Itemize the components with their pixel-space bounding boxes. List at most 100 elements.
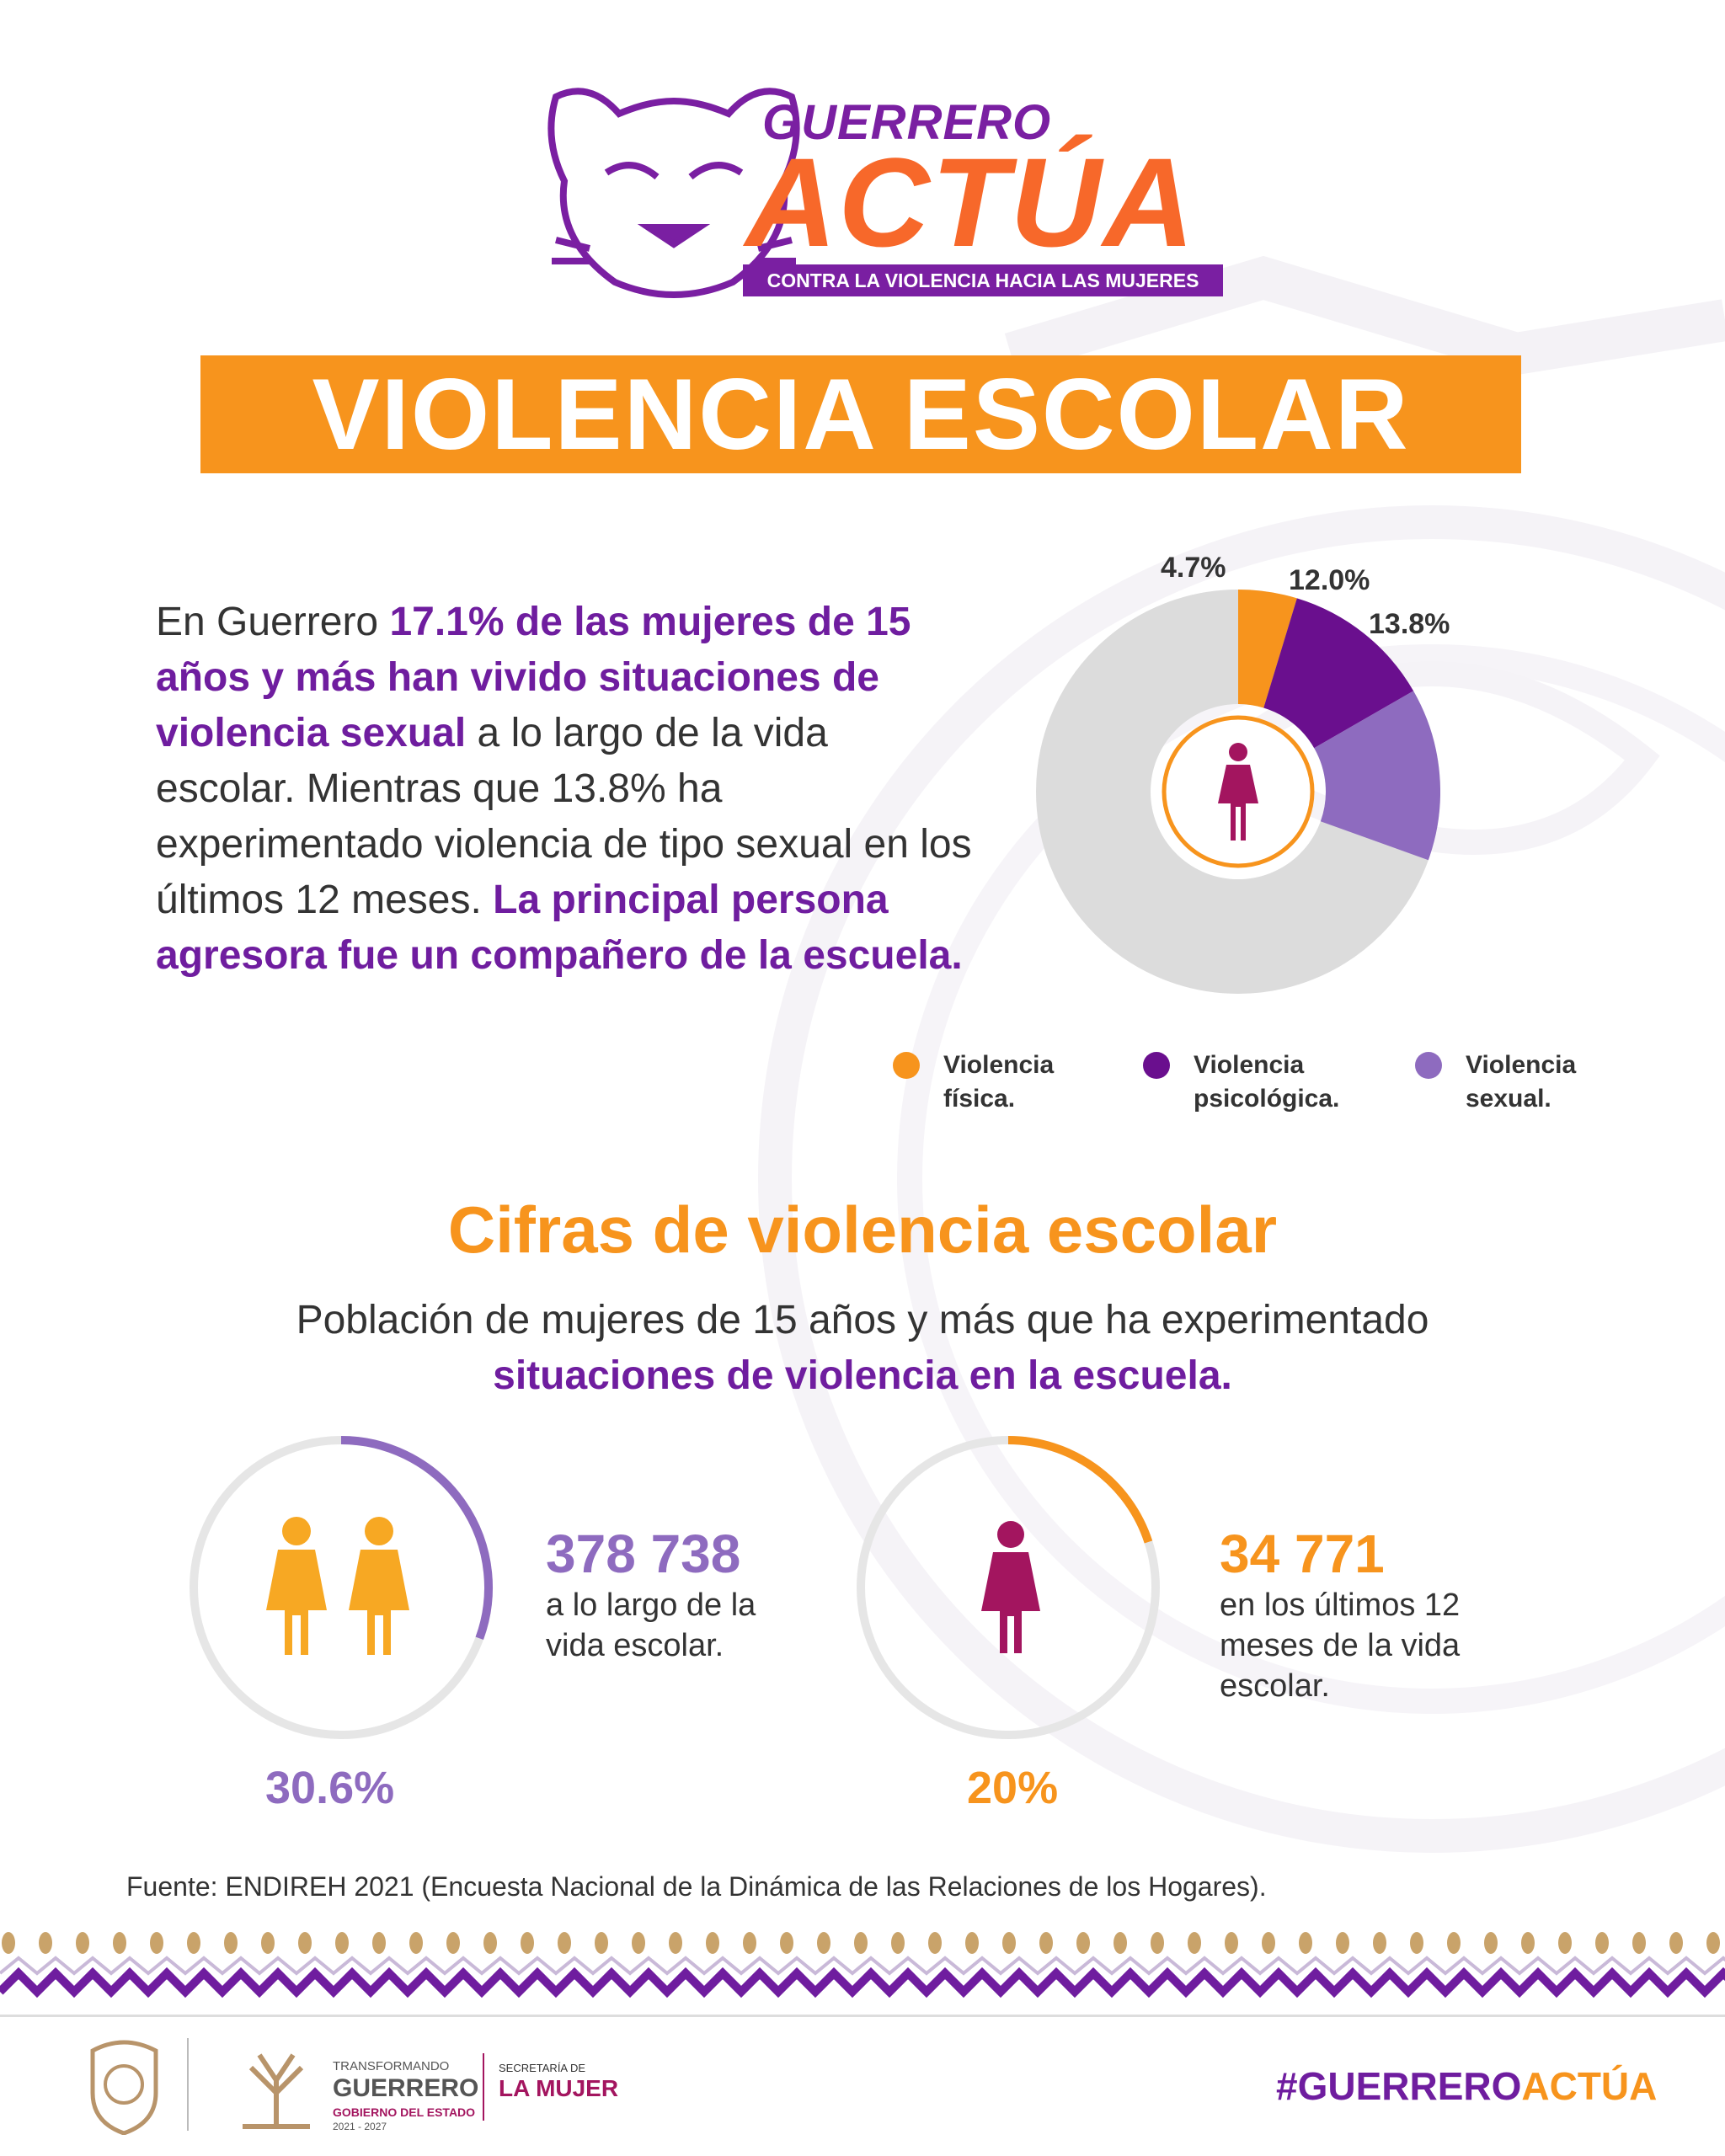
slice-label-psicologica: 12.0% [1289, 564, 1370, 596]
pattern-seed [1521, 1932, 1535, 1954]
intro-text-1: En Guerrero [156, 600, 390, 644]
pattern-seed [854, 1932, 868, 1954]
tree-logo [243, 2053, 310, 2129]
pattern-seed [1151, 1932, 1164, 1954]
donut-center-ring [1162, 715, 1315, 868]
jaguar-logo [547, 88, 800, 298]
intro-highlight-2: La principal persona agresora fue un com… [156, 878, 963, 978]
hashtag-part-2: ACTÚA [1521, 2064, 1658, 2108]
pattern-seed [261, 1932, 275, 1954]
lifetime-percentage: 30.6% [265, 1763, 395, 1813]
intro-text-2: a lo largo de la vida escolar. Mientras … [156, 711, 972, 922]
pattern-seed [1336, 1932, 1349, 1954]
pattern-seed [187, 1932, 200, 1954]
pattern-seed [1410, 1932, 1423, 1954]
pattern-seed [743, 1932, 756, 1954]
last-year-description-line-1: en los últimos 12 [1220, 1588, 1461, 1623]
violence-type-donut-chart [1036, 590, 1440, 994]
donut-slice-1 [1262, 598, 1414, 750]
lifetime-description: a lo largo de la vida escolar. [546, 1585, 756, 1666]
pattern-seed [224, 1932, 238, 1954]
pattern-seed [409, 1932, 423, 1954]
pattern-seed [595, 1932, 608, 1954]
pattern-seed [1188, 1932, 1201, 1954]
pattern-seed [1076, 1932, 1090, 1954]
section-subtitle-line-1: Población de mujeres de 15 años y más qu… [296, 1298, 1429, 1342]
pattern-seed [1706, 1932, 1720, 1954]
secretaria-main-text: LA MUJER [499, 2075, 619, 2101]
pattern-seed [558, 1932, 571, 1954]
pattern-seed [483, 1932, 497, 1954]
pattern-seed [632, 1932, 645, 1954]
section-subtitle-line-2: situaciones de violencia en la escuela. [493, 1353, 1232, 1398]
pattern-seed [372, 1932, 386, 1954]
last-year-percentage: 20% [967, 1763, 1059, 1813]
last-year-count: 34 771 [1220, 1524, 1385, 1584]
brand-main-text: ACTÚA [745, 131, 1196, 273]
gov-sub-text: GOBIERNO DEL ESTADO [333, 2105, 476, 2119]
pattern-seed [1669, 1932, 1683, 1954]
legend-item-sexual: Violencia sexual. [1415, 1049, 1576, 1116]
pattern-seed [150, 1932, 163, 1954]
legend-item-psicologica: Violencia psicológica. [1143, 1049, 1339, 1116]
footer-separator-2 [483, 2053, 484, 2121]
pattern-seed [521, 1932, 534, 1954]
pattern-seed [113, 1932, 126, 1954]
slice-label-fisica: 4.7% [1161, 552, 1226, 584]
lifetime-description-line-2: vida escolar. [546, 1628, 724, 1663]
gov-years-text: 2021 - 2027 [333, 2121, 387, 2132]
pattern-seed [39, 1932, 52, 1954]
gov-main-text: GUERRERO [333, 2074, 479, 2102]
pattern-seed [817, 1932, 830, 1954]
lifetime-description-line-1: a lo largo de la [546, 1588, 756, 1623]
section-subtitle: Población de mujeres de 15 años y más qu… [168, 1293, 1557, 1404]
pattern-seed [1002, 1932, 1016, 1954]
pattern-seed [891, 1932, 905, 1954]
pattern-seed [1225, 1932, 1238, 1954]
woman-icon [1218, 743, 1258, 841]
section-title: Cifras de violencia escolar [447, 1193, 1278, 1267]
secretaria-top-text: SECRETARÍA DE [499, 2062, 586, 2074]
source-note: Fuente: ENDIREH 2021 (Encuesta Nacional … [126, 1871, 1267, 1902]
pattern-seed [965, 1932, 979, 1954]
ring-value-arc [340, 1436, 493, 1641]
pattern-seed [1114, 1932, 1127, 1954]
last-year-description-line-2: meses de la vida [1220, 1628, 1461, 1663]
pattern-seed [2, 1932, 15, 1954]
last-year-description-line-3: escolar. [1220, 1668, 1330, 1704]
legend-swatch-sexual [1415, 1052, 1442, 1079]
woman-icon [981, 1521, 1040, 1653]
pattern-seed [446, 1932, 460, 1954]
pattern-seed [298, 1932, 312, 1954]
legend-item-fisica: Violencia física. [893, 1049, 1054, 1116]
legend-swatch-psicologica [1143, 1052, 1170, 1079]
lifetime-ring-chart [190, 1436, 493, 1739]
pattern-seed [335, 1932, 349, 1954]
donut-slice-0 [1236, 590, 1297, 709]
jaguar-head-icon [547, 88, 800, 298]
pattern-seed [76, 1932, 89, 1954]
legend-label-psicologica-2: psicológica. [1194, 1085, 1340, 1113]
hashtag-part-1: #GUERRERO [1276, 2064, 1522, 2108]
pattern-seed [1558, 1932, 1572, 1954]
title-banner: VIOLENCIA ESCOLAR [200, 355, 1521, 473]
legend-label-fisica-1: Violencia [943, 1051, 1055, 1079]
legend-label-sexual-2: sexual. [1466, 1085, 1551, 1113]
slice-label-sexual: 13.8% [1369, 608, 1450, 640]
pattern-seed [1299, 1932, 1312, 1954]
legend-label-sexual-1: Violencia [1466, 1051, 1577, 1079]
brand-top-text: GUERRERO [762, 95, 1052, 150]
pattern-seed [780, 1932, 793, 1954]
pattern-seed [669, 1932, 682, 1954]
pattern-seed [1039, 1932, 1053, 1954]
pattern-seed [1595, 1932, 1609, 1954]
decorative-pattern-border [0, 1932, 1725, 1999]
gov-top-text: TRANSFORMANDO [333, 2059, 450, 2073]
pattern-seed [706, 1932, 719, 1954]
donut-slice-2 [1313, 691, 1440, 861]
pattern-seed [1262, 1932, 1275, 1954]
last-year-description: en los últimos 12 meses de la vida escol… [1220, 1585, 1460, 1706]
two-women-icon [266, 1517, 409, 1655]
footer-divider [0, 2015, 1725, 2017]
pattern-seed [1484, 1932, 1498, 1954]
